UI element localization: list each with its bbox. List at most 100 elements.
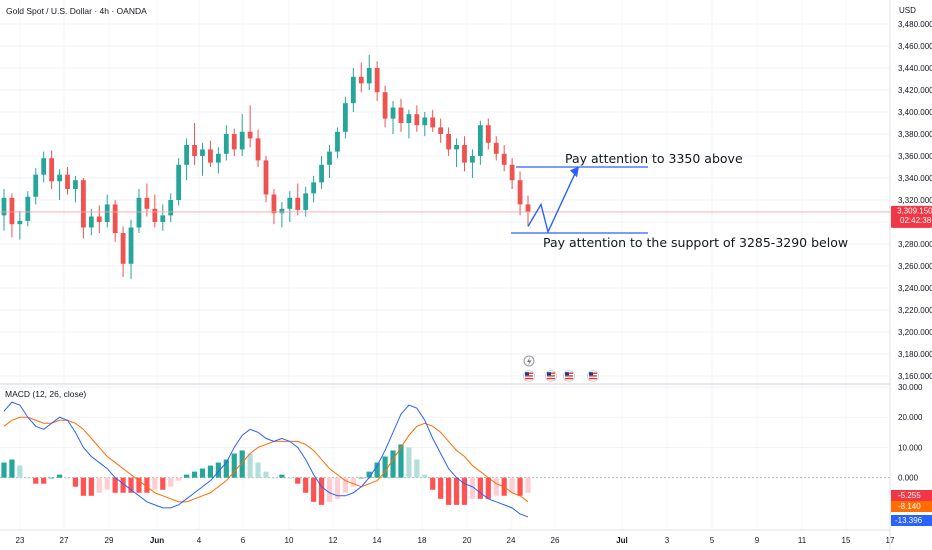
support-note: Pay attention to the support of 3285-329… [543, 235, 848, 250]
time-tick-label: 12 [329, 536, 338, 545]
us-flag-icon[interactable] [587, 370, 599, 382]
candle[interactable] [406, 109, 412, 139]
candle[interactable] [263, 156, 269, 203]
time-tick-label: Jun [150, 536, 164, 545]
candle[interactable] [239, 114, 245, 156]
candle[interactable] [231, 128, 237, 157]
candle[interactable] [73, 175, 78, 203]
candle[interactable] [160, 204, 166, 231]
time-tick-label: Jul [616, 536, 628, 545]
candle[interactable] [33, 168, 39, 205]
candle[interactable] [485, 118, 491, 150]
macd-title: MACD (12, 26, close) [5, 389, 86, 399]
candle[interactable] [41, 151, 47, 183]
candle[interactable] [295, 183, 301, 216]
candle[interactable] [462, 136, 467, 172]
candle[interactable] [176, 158, 182, 206]
candle[interactable] [25, 191, 31, 227]
histogram-bar [255, 462, 261, 478]
histogram-bar [207, 465, 214, 478]
candle[interactable] [17, 211, 23, 240]
candle[interactable] [430, 109, 436, 132]
histogram-bar [199, 468, 206, 478]
candle[interactable] [255, 129, 261, 167]
candle[interactable] [382, 85, 388, 128]
candle[interactable] [192, 123, 197, 165]
candle[interactable] [144, 183, 150, 217]
price-tick-label: 3,480.000 [898, 20, 932, 29]
candle[interactable] [342, 96, 348, 139]
time-axis-ticks[interactable]: 23 27 29 Jun 4 6 10 12 14 18 20 24 26 Jul 3 5 9 11 15 17 [16, 536, 895, 545]
candle[interactable] [49, 150, 55, 190]
candle[interactable] [509, 158, 515, 189]
candle[interactable] [335, 127, 340, 159]
candle[interactable] [327, 145, 332, 178]
candle-series[interactable] [1, 54, 531, 280]
candle[interactable] [477, 120, 483, 165]
candle[interactable] [319, 156, 324, 189]
candle[interactable] [279, 202, 285, 228]
candle[interactable] [9, 193, 15, 238]
histogram-bar [41, 477, 47, 484]
candle[interactable] [184, 138, 190, 181]
candle[interactable] [136, 189, 142, 233]
us-flag-icon[interactable] [523, 370, 535, 382]
candle[interactable] [104, 194, 110, 228]
candle[interactable] [152, 194, 158, 228]
us-flag-icon[interactable] [563, 370, 575, 382]
macd-histogram[interactable] [1, 444, 531, 505]
candle[interactable] [271, 189, 277, 225]
candle[interactable] [208, 140, 213, 167]
histogram-bar [295, 477, 301, 484]
candle[interactable] [223, 125, 229, 161]
drawings[interactable]: Pay attention to 3350 above Pay attentio… [511, 151, 848, 250]
event-icons[interactable] [523, 355, 599, 382]
histogram-bar [311, 477, 317, 502]
candle[interactable] [358, 62, 364, 93]
candle[interactable] [350, 68, 356, 112]
flash-event-icon[interactable] [523, 355, 535, 367]
candle[interactable] [454, 138, 459, 167]
candle[interactable] [88, 208, 94, 236]
candle[interactable] [120, 226, 126, 277]
candle[interactable] [287, 191, 293, 222]
signal-value: -8.140 [898, 502, 921, 511]
candle[interactable] [446, 127, 452, 156]
candle[interactable] [80, 178, 86, 239]
candle[interactable] [390, 101, 396, 134]
signal-line[interactable] [3, 416, 529, 503]
candle[interactable] [438, 118, 444, 143]
time-tick-label: 17 [886, 536, 895, 545]
candle[interactable] [96, 205, 102, 234]
candle[interactable] [168, 193, 174, 222]
price-axis-ticks[interactable]: 3,480.000 3,460.000 3,440.000 3,420.000 3,40… [898, 20, 932, 381]
candle[interactable] [247, 105, 253, 148]
candle[interactable] [422, 112, 428, 137]
candle[interactable] [470, 149, 475, 178]
candle[interactable] [374, 61, 380, 101]
candle[interactable] [493, 136, 499, 161]
candle[interactable] [366, 54, 372, 90]
candle[interactable] [414, 105, 420, 132]
histogram-bar [247, 453, 253, 478]
histogram-bar [176, 477, 182, 481]
candle[interactable] [65, 167, 70, 195]
candle[interactable] [128, 219, 134, 280]
candle[interactable] [517, 171, 523, 216]
projection-path[interactable] [527, 171, 577, 234]
candle[interactable] [525, 195, 531, 227]
candle[interactable] [501, 145, 507, 172]
price-tick-label: 3,320.000 [898, 196, 932, 205]
candle[interactable] [200, 142, 205, 176]
candle[interactable] [215, 147, 221, 174]
candle[interactable] [57, 169, 62, 200]
candle[interactable] [398, 98, 404, 132]
candle[interactable] [311, 175, 317, 203]
macd-line[interactable] [3, 401, 529, 518]
candle[interactable] [112, 200, 118, 242]
histogram-bar [279, 474, 285, 478]
candle[interactable] [1, 189, 7, 231]
histogram-bar [318, 477, 325, 505]
us-flag-icon[interactable] [545, 370, 557, 382]
